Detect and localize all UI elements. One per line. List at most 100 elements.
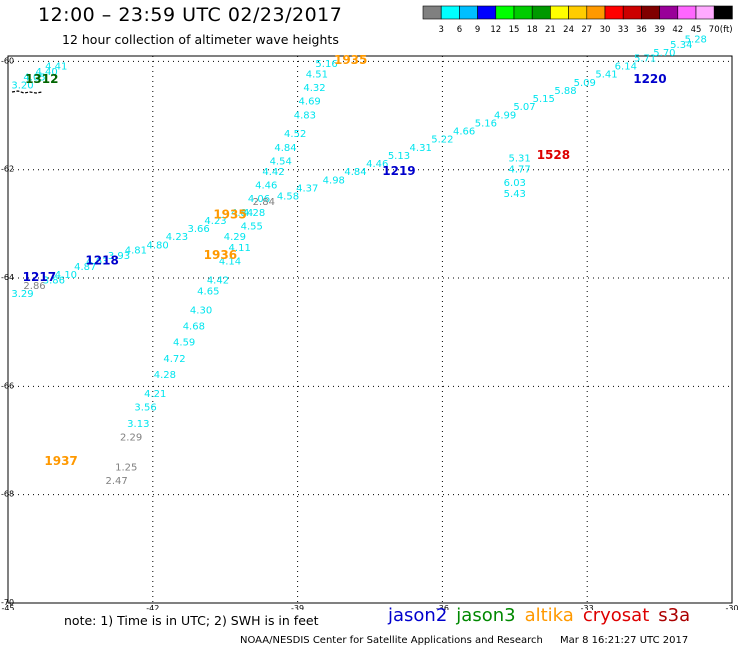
colorbar-label: 30 bbox=[600, 25, 611, 35]
wave-height-value: 4.51 bbox=[306, 70, 328, 81]
generated-timestamp: Mar 8 16:21:27 UTC 2017 bbox=[560, 635, 689, 646]
wave-height-value: 4.31 bbox=[410, 143, 432, 154]
wave-height-colorbar: 3 6 9 12 15 18 21 24 27 30 33 36 39 42 45 70 (ft) bbox=[422, 5, 733, 35]
wave-height-value: 3.20 bbox=[11, 80, 33, 91]
wave-height-value: 4.23 bbox=[166, 232, 188, 243]
wave-height-value: 3.93 bbox=[108, 251, 130, 262]
colorbar-label: 18 bbox=[527, 25, 538, 35]
wave-height-value: 4.54 bbox=[270, 156, 292, 167]
footer-credit: NOAA/NESDIS Center for Satellite Applica… bbox=[240, 635, 688, 646]
wave-height-value: 4.05 bbox=[23, 72, 45, 83]
colorbar-label: 33 bbox=[618, 25, 629, 35]
wave-height-value: 4.46 bbox=[255, 181, 277, 192]
colorbar-swatch bbox=[713, 5, 733, 20]
pass-time-label: 1218 bbox=[85, 254, 118, 268]
lon-tick-label: -42 bbox=[146, 604, 159, 610]
wave-height-value: 5.70 bbox=[653, 48, 675, 59]
pass-time-label: 1936 bbox=[204, 248, 237, 262]
wave-height-value: 4.52 bbox=[284, 129, 306, 140]
wave-height-value: 4.30 bbox=[190, 305, 212, 316]
wave-height-value: 5.71 bbox=[634, 53, 656, 64]
lat-tick-label: -70 bbox=[1, 598, 14, 607]
island-coastline bbox=[11, 90, 43, 94]
wave-height-value: 4.40 bbox=[35, 67, 57, 78]
wave-height-value: 4.83 bbox=[294, 110, 316, 121]
wave-height-value: 5.22 bbox=[431, 135, 453, 146]
wave-height-value: 2.84 bbox=[253, 197, 275, 208]
wave-height-value: 4.69 bbox=[299, 97, 321, 108]
legend-jason2: jason2 bbox=[388, 605, 448, 626]
colorbar-label: 24 bbox=[563, 25, 574, 35]
wave-height-value: 3.86 bbox=[43, 275, 65, 286]
wave-height-value: 4.84 bbox=[231, 208, 253, 219]
colorbar-label: 12 bbox=[490, 25, 501, 35]
wave-height-value: 4.06 bbox=[248, 194, 270, 205]
wave-height-value: 2.29 bbox=[120, 433, 142, 444]
wave-height-value: 4.98 bbox=[323, 175, 345, 186]
map-title: 12:00 – 23:59 UTC 02/23/2017 bbox=[38, 4, 343, 26]
wave-height-value: 6.03 bbox=[504, 178, 526, 189]
pass-time-label: 1937 bbox=[44, 454, 77, 468]
colorbar-label: 70 bbox=[709, 25, 720, 35]
wave-height-value: 5.09 bbox=[574, 78, 596, 89]
wave-height-value: 3.56 bbox=[134, 403, 156, 414]
legend-cryosat: cryosat bbox=[582, 605, 650, 626]
legend-altika: altika bbox=[524, 605, 574, 626]
wave-height-value: 5.34 bbox=[670, 40, 692, 51]
colorbar-label: 45 bbox=[691, 25, 702, 35]
colorbar-label: 36 bbox=[636, 25, 647, 35]
colorbar-label: 3 bbox=[438, 25, 443, 35]
pass-time-label: 1935 bbox=[334, 53, 367, 67]
lon-tick-label: -30 bbox=[725, 604, 738, 610]
wave-height-value: 4.72 bbox=[163, 354, 185, 365]
wave-height-value: 4.29 bbox=[224, 232, 246, 243]
wave-height-value: 4.46 bbox=[366, 159, 388, 170]
colorbar-label: 39 bbox=[654, 25, 665, 35]
wave-height-value: 5.28 bbox=[685, 34, 707, 45]
colorbar-label: 6 bbox=[457, 25, 462, 35]
wave-height-value: 4.80 bbox=[146, 240, 168, 251]
wave-height-value: 4.65 bbox=[197, 286, 219, 297]
wave-height-value: 4.63 bbox=[86, 257, 108, 268]
wave-height-value: 2.86 bbox=[23, 281, 45, 292]
credit-text: NOAA/NESDIS Center for Satellite Applica… bbox=[240, 635, 543, 646]
wave-height-value: 2.47 bbox=[105, 476, 127, 487]
lat-tick-label: -60 bbox=[1, 56, 14, 65]
altimeter-map: -45 -42 -39 -36 -33 -30 -60 -62 -64 -66 -68 -70 3.20… bbox=[1, 34, 739, 610]
wave-height-value: 4.41 bbox=[45, 62, 67, 73]
wave-height-value: 3.66 bbox=[188, 224, 210, 235]
map-frame bbox=[7, 55, 733, 604]
pass-time-label: 1528 bbox=[537, 148, 570, 162]
wave-height-value: 3.29 bbox=[11, 289, 33, 300]
pass-time-label: 1219 bbox=[382, 164, 415, 178]
wave-height-value: 4.55 bbox=[241, 221, 263, 232]
wave-height-value: 4.32 bbox=[303, 83, 325, 94]
pass-time-label: 1312 bbox=[25, 72, 58, 86]
wave-height-value: 5.16 bbox=[315, 59, 337, 70]
wave-height-value: 4.87 bbox=[74, 262, 96, 273]
satellite-legend: jason2 jason3 altika cryosat s3a bbox=[388, 605, 699, 626]
wave-height-value: 4.81 bbox=[125, 246, 147, 257]
map-subtitle: 12 hour collection of altimeter wave hei… bbox=[62, 32, 339, 47]
legend-s3a: s3a bbox=[658, 605, 691, 626]
lat-tick-label: -66 bbox=[1, 381, 14, 390]
lat-tick-label: -68 bbox=[1, 490, 14, 499]
wave-height-value: 4.66 bbox=[453, 127, 475, 138]
wave-height-value: 5.15 bbox=[533, 94, 555, 105]
wave-height-value: 1.25 bbox=[115, 462, 137, 473]
legend-jason3: jason3 bbox=[456, 605, 516, 626]
wave-height-value: 4.42 bbox=[207, 275, 229, 286]
lon-tick-label: -45 bbox=[1, 604, 14, 610]
footer-note: note: 1) Time is in UTC; 2) SWH is in fe… bbox=[64, 613, 319, 628]
colorbar-unit: (ft) bbox=[720, 25, 733, 35]
wave-height-value: 4.23 bbox=[204, 216, 226, 227]
wave-height-value: 4.59 bbox=[173, 338, 195, 349]
wave-height-value: 5.07 bbox=[513, 102, 535, 113]
wave-height-value: 4.21 bbox=[144, 389, 166, 400]
wave-height-value: 4.77 bbox=[508, 164, 530, 175]
wave-height-value: 5.43 bbox=[504, 189, 526, 200]
pass-time-label: 1935 bbox=[213, 207, 246, 221]
wave-height-value: 5.13 bbox=[388, 151, 410, 162]
wave-height-value: 6.14 bbox=[615, 62, 637, 73]
colorbar-label: 27 bbox=[581, 25, 592, 35]
